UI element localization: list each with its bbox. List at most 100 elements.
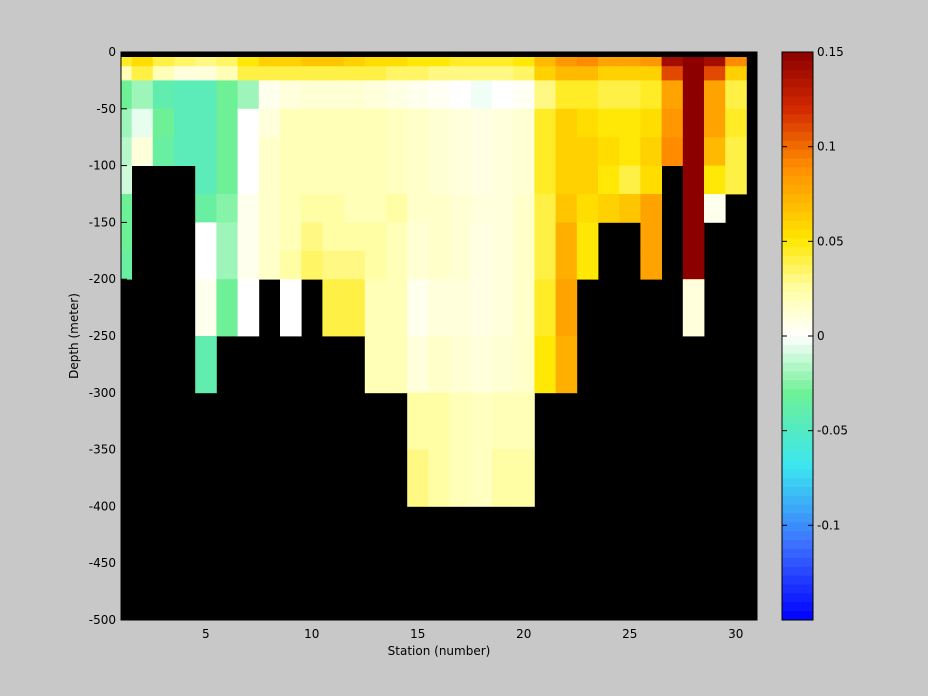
heatmap-cell — [598, 66, 620, 81]
colorbar-step — [782, 105, 813, 115]
heatmap-cell — [661, 80, 684, 110]
heatmap-cell — [492, 137, 514, 166]
heatmap-cell — [386, 250, 408, 280]
heatmap-cell — [237, 66, 260, 81]
heatmap-cell — [386, 336, 408, 394]
heatmap-cell — [152, 66, 175, 81]
colorbar-step — [782, 584, 813, 594]
heatmap-cell — [682, 66, 705, 81]
heatmap-cell — [280, 80, 302, 110]
heatmap-cell — [280, 108, 302, 138]
colorbar-step — [782, 60, 813, 71]
heatmap-cell — [237, 108, 260, 138]
heatmap-cell — [682, 137, 705, 166]
heatmap-cell — [322, 165, 344, 195]
heatmap-cell — [386, 108, 408, 138]
heatmap-cell — [534, 66, 556, 81]
heatmap-cell — [555, 137, 578, 166]
colorbar-step — [782, 344, 813, 355]
heatmap-cell — [470, 165, 493, 195]
heatmap-cell — [131, 108, 154, 138]
heatmap-cell — [343, 66, 366, 81]
colorbar-step — [782, 478, 813, 488]
heatmap-cell — [322, 137, 344, 166]
heatmap-cell — [364, 137, 387, 166]
heatmap-cell — [555, 250, 578, 280]
colorbar-step — [782, 469, 813, 479]
heatmap-cell — [470, 108, 493, 138]
heatmap-cell — [449, 279, 472, 337]
heatmap-cell — [322, 250, 344, 280]
heatmap-cell — [407, 80, 429, 110]
heatmap-cell — [428, 66, 450, 81]
heatmap-cell — [492, 449, 514, 507]
heatmap-cell — [407, 137, 429, 166]
heatmap-cell — [682, 222, 705, 252]
plot-area: 5 10 15 20 25 30 0 -50 -100 -150 -200 -250 -300 -350… — [89, 45, 758, 641]
heatmap-cell — [121, 222, 132, 252]
heatmap-cell — [301, 250, 323, 280]
heatmap-cell — [301, 66, 323, 81]
x-axis-ticks: 5 10 15 20 25 30 — [202, 614, 743, 641]
colorbar-ticks: 0.15 0.1 0.05 0 -0.05 -0.1 — [782, 45, 848, 532]
colorbar-step — [782, 593, 813, 603]
colorbar-step — [782, 389, 813, 399]
heatmap-cell — [619, 108, 641, 138]
heatmap-cell — [195, 108, 217, 138]
y-tick-label: 0 — [108, 45, 116, 59]
heatmap-cell — [216, 80, 238, 110]
heatmap-cell — [640, 194, 662, 223]
colorbar-step — [782, 531, 813, 541]
heatmap-cell — [661, 108, 684, 138]
heatmap-cell — [513, 66, 535, 81]
colorbar-step — [782, 575, 813, 586]
heatmap-cell — [301, 108, 323, 138]
heatmap-cell — [576, 194, 599, 223]
colorbar-tick-label: 0.1 — [817, 140, 836, 154]
heatmap-cell — [555, 66, 578, 81]
colorbar-step — [782, 486, 813, 497]
heatmap-cell — [195, 165, 217, 195]
heatmap-cell — [407, 222, 429, 252]
y-tick-label: -300 — [89, 386, 116, 400]
heatmap-cell — [258, 165, 281, 195]
colorbar-step — [782, 460, 813, 470]
heatmap-cell — [322, 108, 344, 138]
heatmap-cell — [470, 250, 493, 280]
heatmap-cell — [280, 279, 302, 337]
heatmap-cell — [470, 66, 493, 81]
colorbar-step — [782, 300, 813, 310]
heatmap-cell — [619, 165, 641, 195]
heatmap-cell — [534, 165, 556, 195]
heatmap-cell — [640, 80, 662, 110]
heatmap-cell — [216, 108, 238, 138]
heatmap-cell — [513, 194, 535, 223]
heatmap-cell — [174, 137, 196, 166]
heatmap-cell — [364, 222, 387, 252]
heatmap-cell — [428, 137, 450, 166]
y-tick-label: -50 — [96, 102, 116, 116]
heatmap-cells — [121, 52, 757, 507]
heatmap-cell — [428, 194, 450, 223]
heatmap-cell — [121, 194, 132, 223]
colorbar-step — [782, 176, 813, 186]
heatmap-cell — [258, 108, 281, 138]
heatmap-cell — [237, 279, 260, 337]
heatmap-cell — [555, 165, 578, 195]
heatmap-cell — [513, 108, 535, 138]
heatmap-cell — [121, 165, 132, 195]
heatmap-cell — [386, 194, 408, 223]
colorbar-tick-label: 0 — [817, 329, 825, 343]
heatmap-cell — [364, 80, 387, 110]
heatmap-cell — [449, 80, 472, 110]
colorbar-step — [782, 291, 813, 302]
heatmap-cell — [534, 250, 556, 280]
colorbar-step — [782, 336, 813, 346]
heatmap-cell — [534, 108, 556, 138]
colorbar-step — [782, 211, 813, 222]
heatmap-cell — [322, 80, 344, 110]
heatmap-cell — [258, 194, 281, 223]
heatmap-cell — [640, 250, 662, 280]
heatmap-cell — [280, 165, 302, 195]
heatmap-cell — [131, 137, 154, 166]
